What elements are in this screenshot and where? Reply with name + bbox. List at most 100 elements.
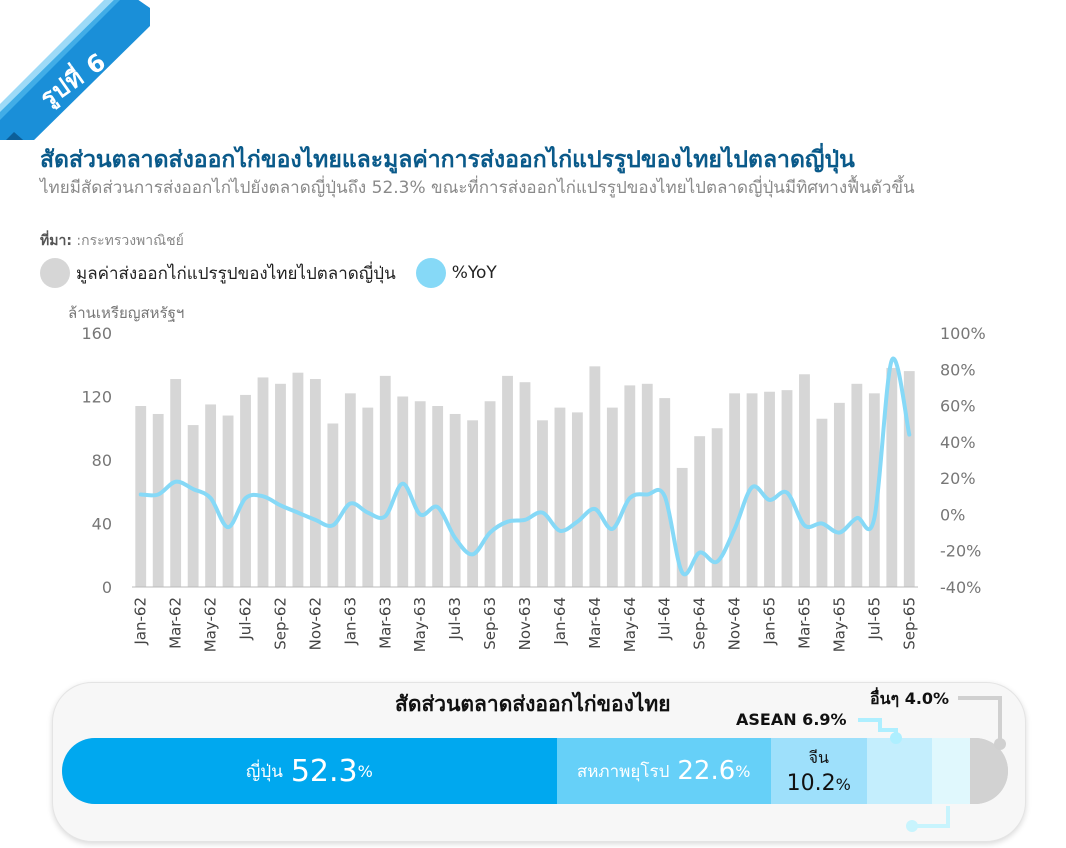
bar — [711, 428, 723, 587]
share-unit-eu: % — [735, 761, 751, 781]
x-tick-label: May-63 — [411, 597, 429, 652]
share-value-china: 10.2 — [786, 770, 836, 796]
share-segment-japan: ญี่ปุ่น 52.3% — [62, 738, 557, 804]
y2-tick-label: 60% — [940, 397, 976, 416]
bar — [502, 375, 513, 587]
bar — [344, 393, 356, 587]
bar — [676, 467, 688, 587]
bar — [187, 425, 199, 587]
y-tick-label: 80 — [92, 451, 112, 470]
share-name-japan: ญี่ปุ่น — [245, 761, 283, 782]
y2-tick-label: 40% — [940, 433, 976, 452]
x-tick-label: Mar-62 — [167, 597, 185, 649]
bar — [537, 420, 548, 587]
legend-label-yoy: %YoY — [451, 263, 497, 283]
bar — [379, 375, 391, 587]
y-tick-label: 160 — [81, 324, 112, 343]
source-note: ที่มา: :กระทรวงพาณิชย์ — [40, 230, 184, 252]
x-tick-label: Jul-64 — [656, 597, 674, 641]
y2-tick-label: -40% — [940, 578, 981, 597]
bar — [432, 406, 444, 587]
x-tick-label: Jan-65 — [761, 597, 779, 646]
bar — [816, 418, 828, 587]
bar — [729, 393, 741, 587]
y2-tick-label: 20% — [940, 469, 976, 488]
x-tick-label: Jul-65 — [865, 597, 883, 641]
x-tick-label: Jan-64 — [551, 597, 569, 646]
share-value-eu: 22.6 — [677, 756, 736, 786]
bar — [257, 377, 269, 587]
bar — [799, 374, 810, 587]
x-tick-label: Sep-65 — [900, 597, 918, 650]
share-callout-asean: ASEAN 6.9% — [736, 710, 847, 729]
bar — [484, 401, 496, 587]
page-title: สัดส่วนตลาดส่งออกไก่ของไทยและมูลค่าการส่… — [40, 147, 855, 173]
y-tick-label: 0 — [102, 578, 112, 597]
bar — [362, 407, 374, 587]
y2-tick-label: 100% — [940, 324, 986, 343]
share-unit-china: % — [835, 774, 851, 794]
bar — [851, 383, 863, 587]
legend-swatch-bars — [40, 258, 70, 288]
bar — [571, 412, 583, 587]
market-share-title: สัดส่วนตลาดส่งออกไก่ของไทย — [395, 692, 671, 716]
bar — [781, 390, 793, 587]
market-share-bar: ญี่ปุ่น 52.3% สหภาพยุโรป 22.6% จีน 10.2% — [62, 738, 1008, 804]
share-name-china: จีน — [808, 747, 829, 767]
yoy-line — [138, 356, 912, 577]
bar — [519, 382, 531, 587]
x-tick-label: Sep-64 — [691, 597, 709, 650]
x-tick-label: Jul-62 — [237, 597, 255, 641]
y2-tick-label: -20% — [940, 542, 981, 561]
page-subtitle: ไทยมีสัดส่วนการส่งออกไก่ไปยังตลาดญี่ปุ่น… — [40, 178, 915, 198]
source-text: :กระทรวงพาณิชย์ — [71, 233, 184, 249]
x-tick-label: Jan-63 — [341, 597, 359, 646]
bar — [606, 407, 618, 587]
bar — [449, 413, 461, 587]
bar — [554, 407, 566, 587]
figure-badge-ribbon — [0, 0, 150, 140]
bar — [135, 406, 147, 587]
x-tick-label: Nov-62 — [306, 597, 324, 650]
share-value-japan: 52.3 — [290, 753, 358, 789]
bar — [589, 366, 601, 587]
x-tick-label: May-64 — [621, 597, 639, 652]
x-tick-label: Jan-62 — [132, 597, 150, 646]
x-tick-label: Nov-63 — [516, 597, 534, 650]
bar — [694, 436, 706, 587]
x-tick-label: Mar-64 — [586, 597, 604, 649]
x-tick-label: Sep-63 — [481, 597, 499, 650]
bar — [240, 394, 251, 587]
x-tick-label: Mar-65 — [795, 597, 813, 649]
x-tick-label: Nov-64 — [726, 597, 744, 650]
bar — [275, 383, 286, 587]
x-tick-label: Jul-63 — [446, 597, 464, 641]
share-segment-china: จีน 10.2% — [770, 738, 868, 804]
bar — [903, 371, 915, 587]
bar — [868, 393, 880, 587]
bar — [414, 401, 426, 587]
x-tick-label: May-62 — [202, 597, 220, 652]
y2-tick-label: 80% — [940, 360, 976, 379]
bar — [309, 379, 321, 587]
share-name-eu: สหภาพยุโรป — [576, 761, 670, 782]
bar — [886, 367, 898, 587]
combo-chart: ล้านเหรียญสหรัฐฯ 0 40 80 120 160 -40% -20% 0% 20%… — [68, 304, 986, 652]
x-tick-label: Mar-63 — [376, 597, 394, 649]
legend-swatch-yoy — [415, 258, 446, 288]
legend-item-yoy: %YoY — [415, 258, 497, 288]
bar — [397, 396, 409, 587]
bar — [833, 402, 845, 587]
y2-tick-label: 0% — [940, 505, 965, 524]
bar — [292, 372, 304, 587]
legend-label-bars: มูลค่าส่งออกไก่แปรรูปของไทยไปตลาดญี่ปุ่น — [76, 263, 396, 284]
share-callout-other: อื่นๆ 4.0% — [870, 689, 950, 708]
x-tick-label: Sep-62 — [271, 597, 289, 650]
bar — [641, 383, 653, 587]
bar — [467, 420, 479, 587]
bar — [152, 413, 164, 587]
bar — [327, 423, 339, 587]
source-label: ที่มา: — [40, 233, 72, 249]
share-segment-eu: สหภาพยุโรป 22.6% — [556, 738, 771, 804]
